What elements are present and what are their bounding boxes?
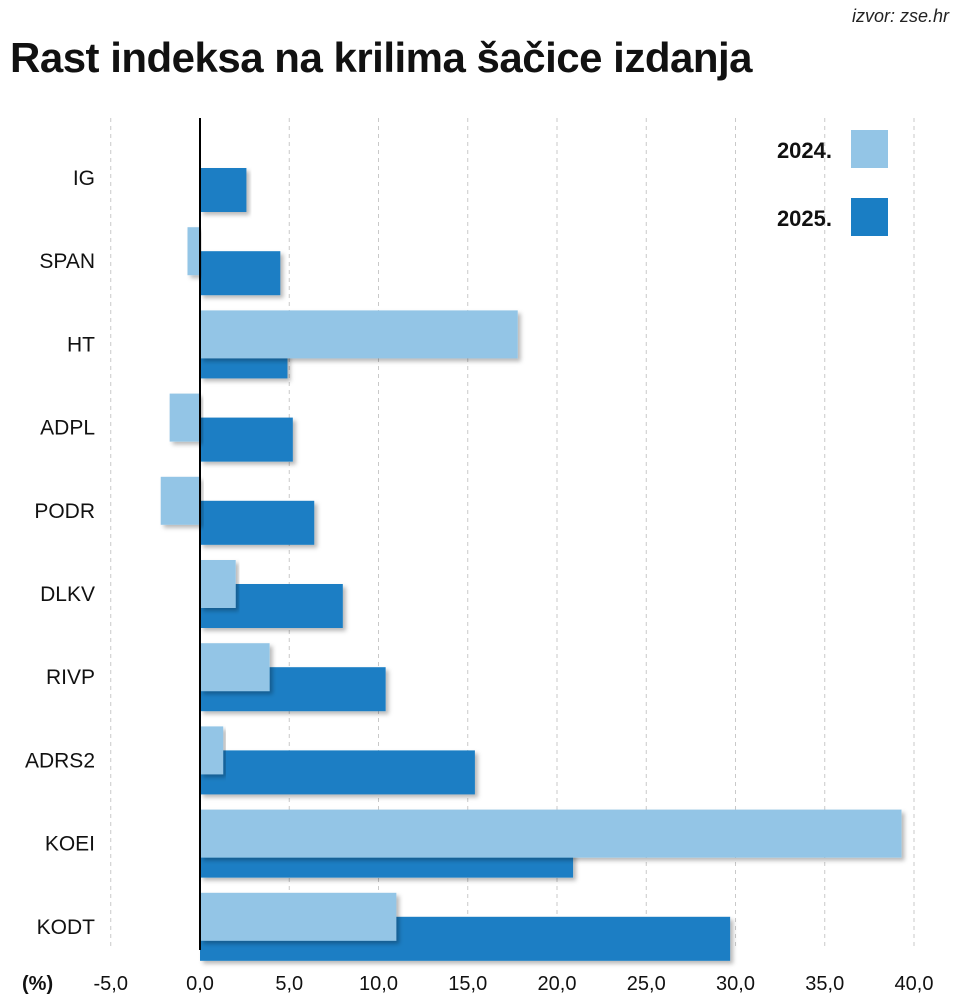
bar-2025: [200, 417, 293, 462]
legend: 2024. 2025.: [777, 130, 888, 236]
category-label: DLKV: [40, 583, 95, 606]
bar-2024: [200, 643, 270, 692]
bar-2025: [200, 251, 281, 296]
category-label: PODR: [34, 500, 95, 523]
tick-labels: -5,0 0,0 5,0 10,0 15,0 20,0 25,0 30,0 35,0 40,0 (%…: [22, 973, 933, 995]
bar-2025: [200, 750, 475, 795]
bar-2024: [200, 726, 224, 775]
legend-label: 2025.: [777, 206, 832, 231]
category-label: RIVP: [46, 666, 95, 689]
unit-label: (%): [22, 973, 53, 995]
bar-2024: [200, 560, 236, 608]
category-label: IG: [73, 167, 95, 190]
category-labels: IG SPAN HT ADPL PODR DLKV RIVP ADRS2 KOEI KODT: [25, 167, 95, 939]
chart-title: Rast indeksa na krilima šačice izdanja: [10, 34, 753, 81]
bar-2024: [200, 310, 518, 359]
category-label: KOEI: [45, 833, 95, 856]
bar-2024: [200, 809, 902, 858]
x-tick-label: 15,0: [448, 973, 487, 995]
bar-2025: [200, 500, 315, 545]
x-tick-label: 10,0: [359, 973, 398, 995]
category-label: KODT: [37, 916, 96, 939]
legend-label: 2024.: [777, 138, 832, 163]
category-label: ADPL: [40, 417, 95, 440]
bars: [160, 168, 902, 961]
category-label: SPAN: [39, 250, 95, 273]
bar-2025: [200, 168, 247, 212]
x-tick-label: 0,0: [186, 973, 214, 995]
bar-2024: [160, 476, 200, 525]
legend-swatch: [851, 198, 888, 236]
x-tick-label: -5,0: [94, 973, 128, 995]
bar-2024: [169, 393, 200, 442]
source-note: izvor: zse.hr: [851, 6, 949, 26]
category-label: ADRS2: [25, 749, 95, 772]
legend-swatch: [851, 130, 888, 168]
x-tick-label: 20,0: [538, 973, 577, 995]
bar-2024: [187, 227, 200, 276]
category-label: HT: [67, 333, 95, 356]
x-tick-label: 35,0: [805, 973, 844, 995]
x-tick-label: 40,0: [895, 973, 934, 995]
bar-2024: [200, 892, 397, 941]
x-tick-label: 25,0: [627, 973, 666, 995]
x-tick-label: 30,0: [716, 973, 755, 995]
grid-lines: [110, 118, 915, 950]
x-tick-label: 5,0: [275, 973, 303, 995]
